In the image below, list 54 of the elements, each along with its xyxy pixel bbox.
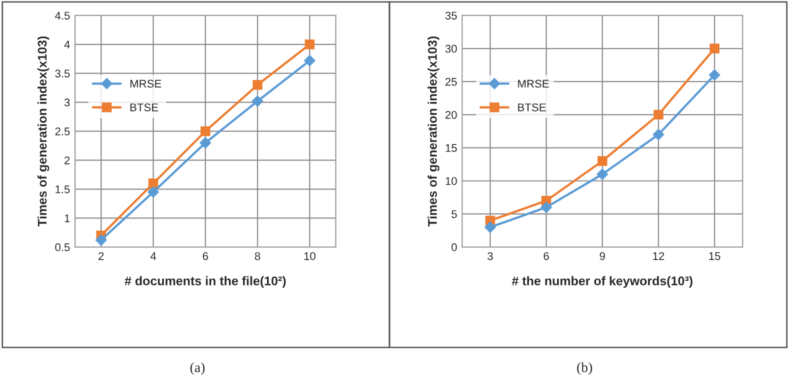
y-tick-label: 35 bbox=[445, 12, 457, 20]
point bbox=[598, 156, 608, 166]
x-tick-label: 10 bbox=[304, 252, 316, 260]
y-axis-title: Times of generation index(x103) bbox=[428, 36, 440, 226]
y-tick-label: 0 bbox=[452, 243, 457, 252]
y-tick-label: 5 bbox=[452, 210, 457, 218]
point bbox=[710, 44, 720, 54]
x-tick-label: 4 bbox=[150, 252, 156, 260]
y-tick-label: 3 bbox=[64, 98, 70, 106]
y-tick-label: 15 bbox=[446, 144, 457, 152]
text: (b) bbox=[577, 362, 592, 375]
y-tick-label: 4.5 bbox=[55, 12, 70, 20]
y-tick-label: 1.5 bbox=[56, 186, 70, 194]
x-axis-title: # documents in the file(10²) bbox=[124, 276, 286, 288]
y-tick-label: 2 bbox=[64, 156, 70, 164]
y-tick-label: 2.5 bbox=[55, 128, 70, 136]
x-tick-label: 3 bbox=[488, 252, 493, 260]
y-tick-label: 30 bbox=[445, 44, 457, 53]
x-tick-label: 6 bbox=[202, 252, 208, 260]
point bbox=[200, 126, 210, 136]
point bbox=[654, 110, 664, 120]
y-tick-label: 10 bbox=[446, 177, 457, 186]
x-tick-label: 2 bbox=[98, 252, 104, 260]
text: (a) bbox=[190, 362, 205, 375]
point bbox=[540, 202, 552, 213]
point bbox=[148, 178, 158, 188]
point bbox=[652, 128, 664, 140]
point bbox=[252, 96, 264, 107]
legend-label: BTSE bbox=[518, 103, 546, 112]
y-tick-label: 4 bbox=[64, 40, 70, 48]
x-tick-label: 6 bbox=[544, 252, 549, 260]
point bbox=[708, 69, 720, 81]
x-tick-label: 8 bbox=[254, 252, 260, 260]
y-tick-label: 25 bbox=[445, 78, 457, 86]
x-tick-label: 12 bbox=[653, 252, 664, 260]
x-axis-title: # the number of keywords(10³) bbox=[512, 276, 692, 288]
point bbox=[596, 168, 608, 180]
legend-label: BTSE bbox=[130, 103, 158, 112]
legend-label: MRSE bbox=[130, 80, 162, 88]
y-tick-label: 0.5 bbox=[55, 243, 70, 252]
y-tick-label: 1 bbox=[64, 214, 70, 222]
legend-label: MRSE bbox=[518, 80, 549, 88]
point bbox=[96, 234, 107, 246]
x-tick-label: 9 bbox=[600, 252, 605, 260]
point bbox=[304, 40, 315, 50]
point bbox=[200, 137, 212, 148]
y-axis-title: Times of generation index(x103) bbox=[37, 36, 50, 226]
x-tick-label: 15 bbox=[709, 252, 720, 260]
point bbox=[304, 54, 316, 66]
y-tick-label: 3.5 bbox=[55, 70, 70, 78]
point bbox=[252, 80, 262, 90]
point bbox=[484, 222, 496, 233]
y-tick-label: 20 bbox=[445, 110, 457, 119]
point bbox=[148, 186, 159, 198]
